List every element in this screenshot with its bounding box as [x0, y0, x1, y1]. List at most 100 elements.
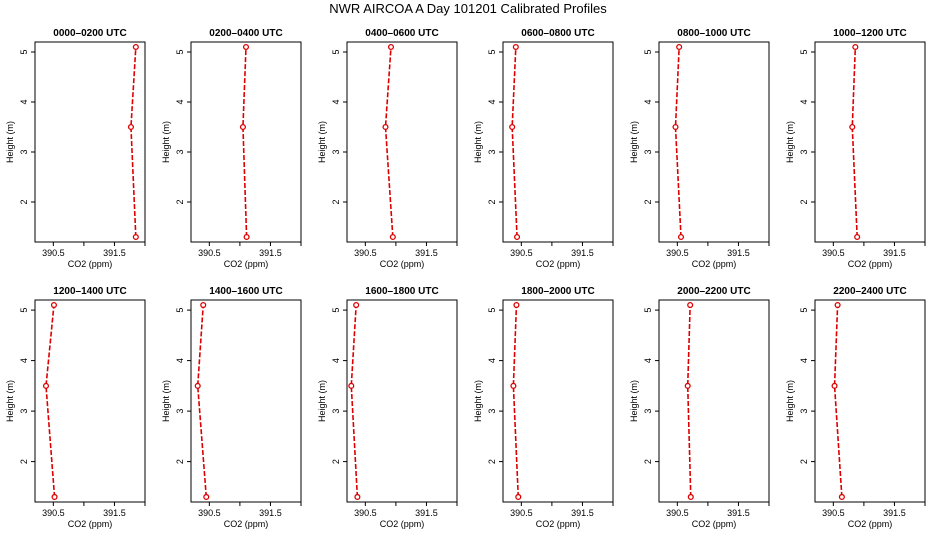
x-axis-label: CO2 (ppm) — [848, 519, 893, 529]
panel-title: 0200–0400 UTC — [209, 28, 282, 39]
data-point — [687, 493, 694, 501]
y-tick-label: 3 — [175, 149, 185, 154]
y-tick-label: 5 — [175, 308, 185, 313]
data-point — [389, 233, 396, 241]
data-point — [203, 493, 210, 501]
x-axis-label: CO2 (ppm) — [380, 519, 425, 529]
y-tick-label: 3 — [643, 149, 653, 154]
y-tick-label: 3 — [175, 409, 185, 414]
plot-frame — [814, 299, 926, 503]
panel-title: 1800–2000 UTC — [521, 286, 594, 297]
x-tick-label: 391.5 — [727, 248, 750, 258]
panel-title: 0600–0800 UTC — [521, 28, 594, 39]
x-tick-label: 390.5 — [822, 508, 845, 518]
y-tick-label: 5 — [175, 49, 185, 54]
y-tick-label: 3 — [487, 149, 497, 154]
x-tick-label: 390.5 — [822, 248, 845, 258]
x-axis-label: CO2 (ppm) — [536, 519, 581, 529]
y-tick-label: 4 — [643, 358, 653, 363]
x-axis-label: CO2 (ppm) — [224, 519, 269, 529]
panel-title: 0800–1000 UTC — [677, 28, 750, 39]
y-axis-label: Height (m) — [629, 380, 639, 422]
panel-title: 1000–1200 UTC — [833, 28, 906, 39]
y-axis-label: Height (m) — [161, 380, 171, 422]
plot-frame — [658, 41, 770, 243]
y-tick-label: 2 — [19, 199, 29, 204]
y-tick-label: 4 — [331, 358, 341, 363]
x-tick-label: 391.5 — [103, 508, 126, 518]
y-tick-label: 3 — [331, 149, 341, 154]
y-tick-label: 2 — [643, 199, 653, 204]
data-point — [834, 301, 841, 309]
profile-line — [350, 305, 359, 497]
x-tick-label: 390.5 — [42, 508, 65, 518]
panel-title: 1600–1800 UTC — [365, 286, 438, 297]
y-tick-label: 3 — [19, 409, 29, 414]
y-axis-label: Height (m) — [161, 121, 171, 163]
y-tick-label: 3 — [799, 409, 809, 414]
data-point — [242, 43, 250, 51]
data-point — [838, 493, 845, 501]
y-axis-label: Height (m) — [317, 121, 327, 163]
x-tick-label: 391.5 — [415, 248, 438, 258]
x-tick-label: 391.5 — [727, 508, 750, 518]
plot-frame — [34, 41, 146, 243]
data-point — [849, 123, 856, 131]
data-point — [831, 382, 838, 389]
x-axis-label: CO2 (ppm) — [68, 259, 113, 269]
profile-line — [833, 305, 843, 498]
panel-title: 0000–0200 UTC — [53, 28, 126, 39]
data-point — [515, 493, 522, 501]
x-axis-label: CO2 (ppm) — [692, 259, 737, 269]
data-point — [512, 43, 519, 51]
x-tick-label: 391.5 — [259, 248, 282, 258]
data-point — [854, 233, 861, 241]
data-point — [200, 301, 207, 309]
data-point — [687, 301, 694, 309]
y-tick-label: 4 — [643, 99, 653, 104]
y-tick-label: 5 — [487, 49, 497, 54]
profile-line — [242, 46, 248, 238]
y-tick-label: 5 — [19, 308, 29, 313]
y-tick-label: 3 — [643, 409, 653, 414]
panel-title: 1400–1600 UTC — [209, 286, 282, 297]
x-tick-label: 391.5 — [571, 508, 594, 518]
y-tick-label: 2 — [487, 199, 497, 204]
x-tick-label: 391.5 — [259, 508, 282, 518]
y-tick-label: 2 — [331, 199, 341, 204]
data-point — [50, 301, 57, 309]
y-axis-label: Height (m) — [629, 121, 639, 163]
data-point — [510, 382, 517, 389]
data-point — [348, 382, 355, 389]
y-tick-label: 5 — [331, 308, 341, 313]
y-axis-label: Height (m) — [5, 380, 15, 422]
y-tick-label: 4 — [799, 358, 809, 363]
profile-line — [45, 304, 56, 498]
panel-title: 1200–1400 UTC — [53, 286, 126, 297]
data-point — [677, 233, 685, 241]
data-point — [353, 301, 360, 309]
x-axis-label: CO2 (ppm) — [224, 259, 269, 269]
profile-line — [511, 46, 518, 238]
y-axis-label: Height (m) — [317, 380, 327, 422]
data-point — [672, 123, 679, 131]
x-axis-label: CO2 (ppm) — [380, 259, 425, 269]
y-tick-label: 2 — [19, 459, 29, 464]
x-axis-label: CO2 (ppm) — [536, 259, 581, 269]
y-tick-label: 4 — [487, 358, 497, 363]
y-axis-label: Height (m) — [473, 121, 483, 163]
y-axis-label: Height (m) — [473, 380, 483, 422]
data-point — [51, 493, 58, 501]
x-axis-label: CO2 (ppm) — [848, 259, 893, 269]
x-tick-label: 390.5 — [198, 248, 221, 258]
y-axis-label: Height (m) — [785, 380, 795, 422]
